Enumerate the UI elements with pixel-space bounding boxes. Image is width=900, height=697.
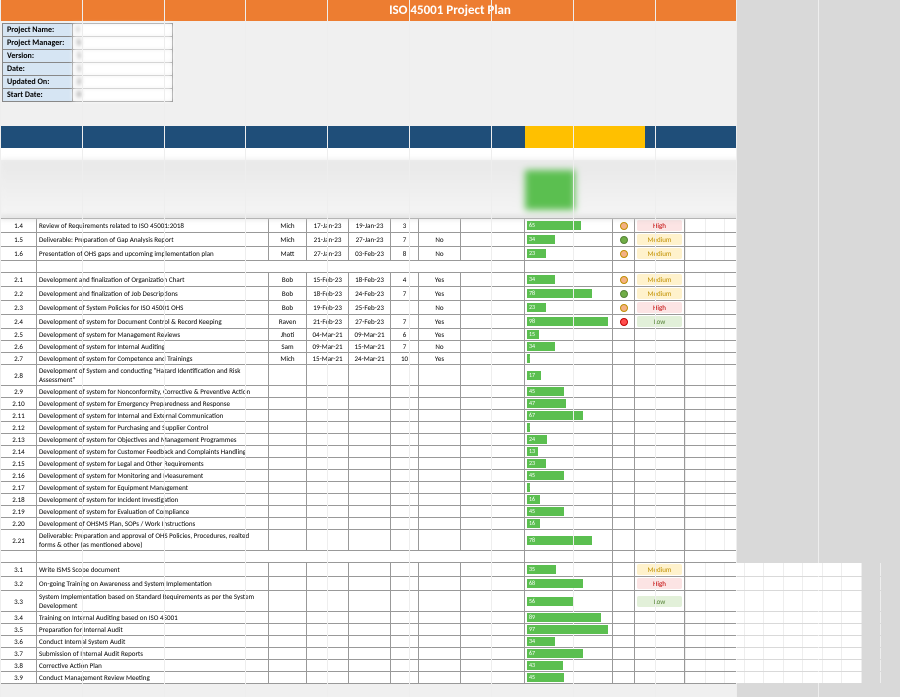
- row-gantt: [685, 672, 900, 684]
- row-progress: 89: [525, 612, 613, 624]
- row-progress: 67: [525, 648, 613, 660]
- row-progress: 43: [525, 660, 613, 672]
- row-gantt: [685, 648, 900, 660]
- row-gantt: [685, 612, 900, 624]
- plan-table: 1.4 Review of Requirements related to IS…: [0, 218, 900, 684]
- row-gantt: [685, 591, 900, 612]
- row-gantt: [685, 577, 900, 591]
- row-progress: 97: [525, 624, 613, 636]
- row-gantt: [685, 660, 900, 672]
- row-gantt: [685, 624, 900, 636]
- row-gantt: [685, 636, 900, 648]
- row-gantt: [685, 563, 900, 577]
- table-row[interactable]: 3 Phase 3 Implementation and Auditing 57…: [1, 551, 900, 563]
- row-progress: 34: [525, 636, 613, 648]
- row-progress: 45: [525, 672, 613, 684]
